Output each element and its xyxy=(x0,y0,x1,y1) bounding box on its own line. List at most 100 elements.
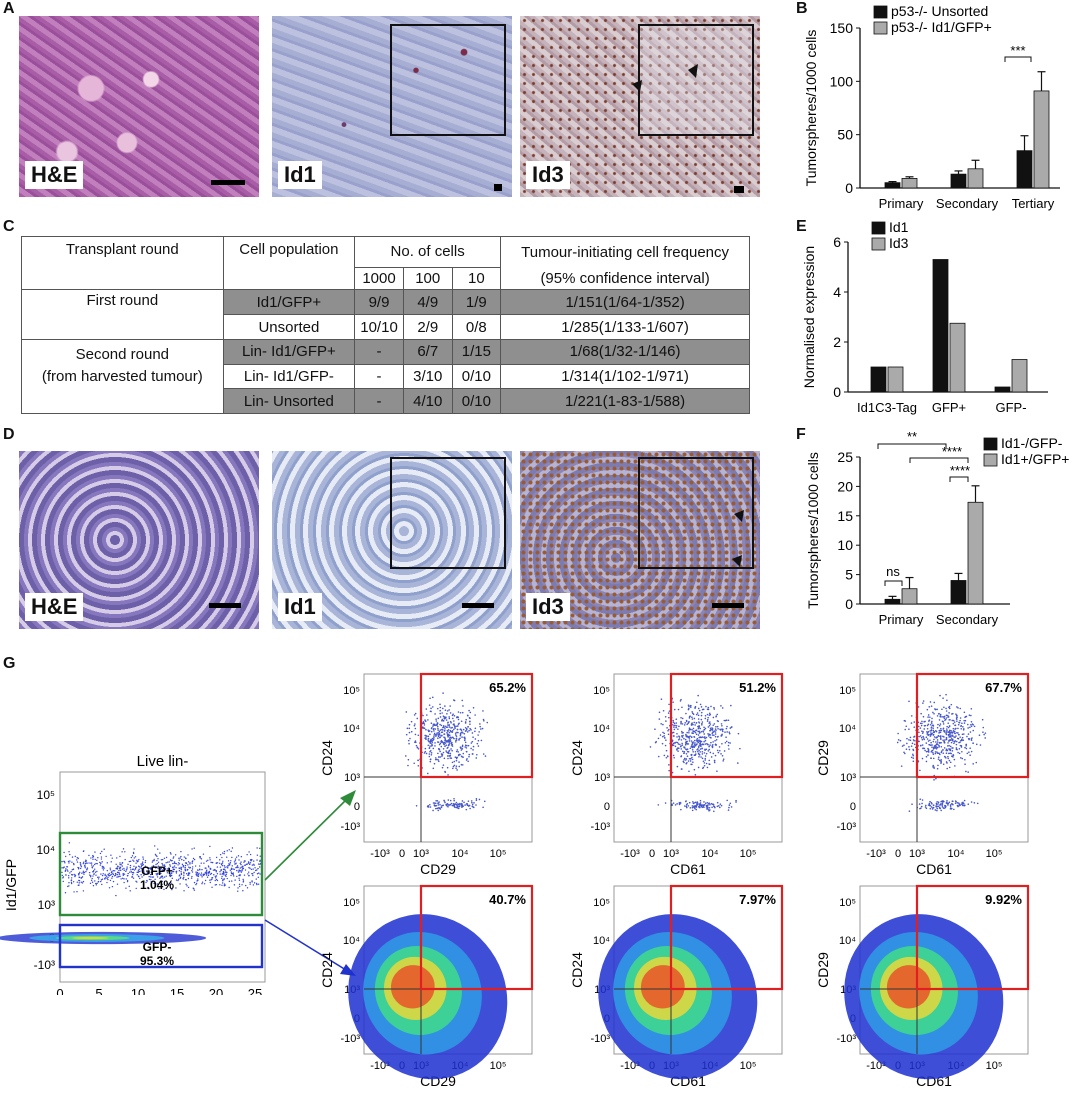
event-dot xyxy=(259,866,261,868)
event-dot xyxy=(483,800,486,803)
event-dot xyxy=(705,748,708,751)
table-row: Lin- Unsorted - 4/10 0/10 1/221(1-83-1/5… xyxy=(22,388,750,414)
event-dot xyxy=(899,739,902,742)
event-dot xyxy=(459,732,462,735)
event-dot xyxy=(957,737,960,740)
event-dot xyxy=(477,745,480,747)
event-dot xyxy=(903,744,905,746)
event-dot xyxy=(146,879,148,882)
event-dot xyxy=(414,733,417,736)
event-dot xyxy=(922,747,924,750)
event-dot xyxy=(681,732,683,734)
event-dot xyxy=(246,853,248,856)
event-dot xyxy=(135,866,137,868)
event-dot xyxy=(186,885,188,887)
event-dot xyxy=(691,805,694,807)
event-dot xyxy=(708,759,711,762)
round-second: Second round (from harvested tumour) xyxy=(21,338,224,415)
event-dot xyxy=(935,777,937,780)
event-dot xyxy=(664,716,667,718)
event-dot xyxy=(948,744,950,747)
event-dot xyxy=(65,874,67,876)
event-dot xyxy=(96,870,98,873)
event-dot xyxy=(680,808,682,811)
x-tick-label: 10⁵ xyxy=(740,1060,757,1072)
event-dot xyxy=(940,809,942,812)
event-dot xyxy=(946,728,948,730)
event-dot xyxy=(923,738,926,741)
x-tick-label: 25 xyxy=(248,986,262,995)
event-dot xyxy=(423,727,425,729)
event-dot xyxy=(692,727,695,730)
event-dot xyxy=(458,765,461,768)
event-dot xyxy=(927,714,930,716)
event-dot xyxy=(951,802,953,805)
event-dot xyxy=(957,723,960,726)
event-dot xyxy=(464,738,466,740)
event-dot xyxy=(95,874,97,876)
event-dot xyxy=(442,692,444,694)
event-dot xyxy=(463,739,466,742)
event-dot xyxy=(949,733,951,735)
event-dot xyxy=(725,740,728,743)
event-dot xyxy=(703,752,706,754)
flow-subplot: -10³010³10⁴10⁵-10³010³10⁴10⁵CD29CD2440.7… xyxy=(320,884,534,1089)
event-dot xyxy=(702,731,705,733)
event-dot xyxy=(688,740,691,742)
event-dot xyxy=(681,742,683,745)
event-dot xyxy=(972,742,974,744)
y-tick-label: 2 xyxy=(833,334,841,350)
event-dot xyxy=(430,710,432,713)
event-dot xyxy=(930,757,932,760)
event-dot xyxy=(437,759,440,761)
event-dot xyxy=(70,870,72,873)
event-dot xyxy=(230,871,232,873)
event-dot xyxy=(446,751,448,753)
event-dot xyxy=(448,731,451,734)
event-dot xyxy=(82,890,85,892)
bar xyxy=(884,182,901,189)
event-dot xyxy=(114,872,117,875)
micrograph-a-id1: Id1 xyxy=(272,16,512,197)
event-dot xyxy=(721,725,723,727)
y-tick-label: 10⁴ xyxy=(593,723,610,735)
event-dot xyxy=(735,801,737,803)
event-dot xyxy=(68,885,70,887)
event-dot xyxy=(128,860,131,863)
event-dot xyxy=(917,706,920,708)
event-dot xyxy=(92,858,94,860)
event-dot xyxy=(171,877,173,880)
event-dot xyxy=(931,746,933,748)
event-dot xyxy=(111,857,113,859)
event-dot xyxy=(443,716,445,718)
event-dot xyxy=(240,861,242,863)
event-dot xyxy=(929,735,932,737)
event-dot xyxy=(952,727,955,730)
event-dot xyxy=(940,729,943,732)
event-dot xyxy=(699,799,702,802)
event-dot xyxy=(241,884,243,886)
event-dot xyxy=(957,727,959,730)
event-dot xyxy=(476,742,479,745)
cell-dose: 10/10 xyxy=(354,314,404,340)
event-dot xyxy=(691,718,694,720)
event-dot xyxy=(677,708,680,711)
event-dot xyxy=(251,881,253,883)
event-dot xyxy=(148,870,150,872)
event-dot xyxy=(157,865,160,867)
event-dot xyxy=(720,804,723,807)
event-dot xyxy=(82,871,85,874)
event-dot xyxy=(698,805,701,807)
gate-q2 xyxy=(915,672,1030,779)
event-dot xyxy=(707,750,710,752)
event-dot xyxy=(405,733,408,736)
y-axis-label: Id1/GFP xyxy=(3,859,19,911)
event-dot xyxy=(134,856,137,858)
event-dot xyxy=(238,883,241,885)
event-dot xyxy=(676,736,678,738)
event-dot xyxy=(449,705,451,707)
y-tick-label: 10³ xyxy=(840,772,856,784)
event-dot xyxy=(461,804,463,806)
event-dot xyxy=(240,863,242,866)
stain-label: Id1 xyxy=(278,161,322,189)
